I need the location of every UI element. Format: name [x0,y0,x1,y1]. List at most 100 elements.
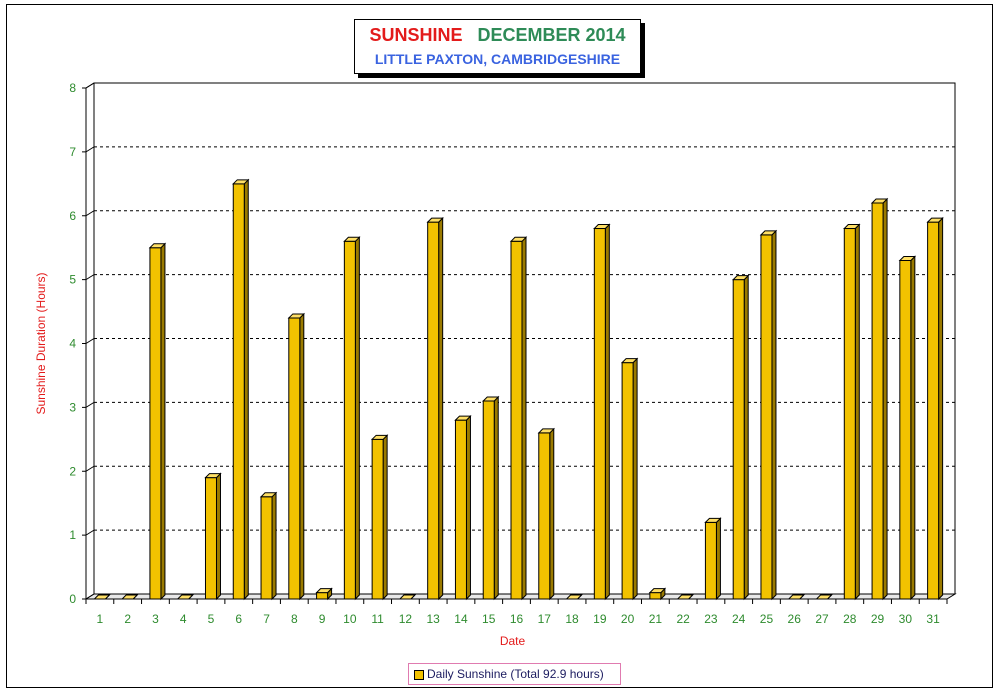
y-tick-mark [85,146,95,153]
y-tick-mark [85,529,95,536]
bar-top [815,594,833,600]
x-tick-label: 27 [815,612,829,626]
x-tick-label: 9 [319,612,326,626]
bar-top [232,179,250,185]
y-tick-mark [85,593,95,600]
x-tick-label: 26 [788,612,802,626]
bar-top [482,396,500,402]
bar-side [882,197,888,601]
bar-top [93,594,111,600]
bar-top [259,492,278,498]
y-tick-label: 2 [69,464,76,478]
bar-top [287,313,306,319]
bar-side [382,434,388,601]
x-tick-label: 12 [399,612,413,626]
x-tick-label: 6 [235,612,242,626]
bar-top [843,224,861,230]
x-tick-label: 11 [371,612,384,626]
x-tick-label: 14 [454,612,468,626]
y-tick-label: 0 [69,592,76,606]
legend-label: Daily Sunshine (Total 92.9 hours) [427,667,604,681]
bar-top [370,434,389,440]
bar [649,592,662,600]
bar-side [299,312,305,601]
bar [510,240,523,600]
bar-top [454,415,472,421]
bar [343,240,356,600]
x-tick-label: 20 [621,612,635,626]
bar-side [493,395,499,601]
bar-side [354,236,360,601]
x-tick-label: 5 [208,612,215,626]
legend-swatch [414,670,424,680]
chart-title: SUNSHINE DECEMBER 2014 [355,25,640,46]
bar-side [910,255,916,601]
bar-top [148,243,167,249]
title-part-1: SUNSHINE [369,25,463,45]
bar [871,202,884,600]
bar-side [465,414,471,601]
bar-top [593,224,611,230]
bar-side [632,357,638,601]
bar-side [938,216,944,601]
bar-side [243,178,249,601]
x-tick-label: 21 [649,612,663,626]
bar-side [854,223,860,601]
bar [371,438,384,600]
bar [482,400,495,600]
bar-side [549,427,555,601]
y-tick-label: 6 [69,209,76,223]
x-tick-label: 4 [180,612,187,626]
bar-side [521,236,527,601]
bar-side [160,242,166,601]
bar-top [509,236,528,242]
x-tick-label: 13 [426,612,440,626]
bar [538,432,551,600]
bar-side [271,491,277,601]
bar-top [648,588,667,594]
bar [593,228,606,600]
bar-top [315,588,333,594]
bar-top [565,594,583,600]
x-tick-label: 2 [124,612,131,626]
bar-top [204,473,222,479]
bar-top [870,198,889,204]
x-tick-label: 23 [704,612,718,626]
bar [288,317,301,600]
bar-side [743,274,749,601]
bar-top [537,428,555,434]
chart-subtitle: LITTLE PAXTON, CAMBRIDGESHIRE [374,51,621,67]
bar-top [398,594,417,600]
y-tick-mark [85,82,95,89]
bar-side [604,223,610,601]
bar-top [704,517,722,523]
y-tick-label: 1 [69,528,76,542]
bar [760,234,773,600]
x-tick-label: 18 [565,612,579,626]
bar-top [898,255,917,261]
x-tick-label: 25 [760,612,774,626]
y-tick-label: 3 [69,400,76,414]
x-tick-label: 28 [843,612,857,626]
bar [149,247,162,600]
bar-top [426,217,444,223]
y-tick-mark [85,401,95,408]
x-tick-label: 22 [676,612,690,626]
bar-top [731,275,750,281]
bar-top [120,594,139,600]
bar [843,228,856,600]
bar [316,592,329,600]
y-tick-mark [85,274,95,281]
x-tick-label: 1 [97,612,104,626]
bar-top [759,230,778,236]
title-part-2: DECEMBER 2014 [477,25,626,45]
bar-top [926,217,944,223]
x-tick-label: 29 [871,612,885,626]
y-tick-label: 5 [69,273,76,287]
bar-top [343,236,361,242]
bar-top [176,594,194,600]
bar [732,279,745,600]
bar [899,259,912,600]
y-tick-mark [85,465,95,472]
